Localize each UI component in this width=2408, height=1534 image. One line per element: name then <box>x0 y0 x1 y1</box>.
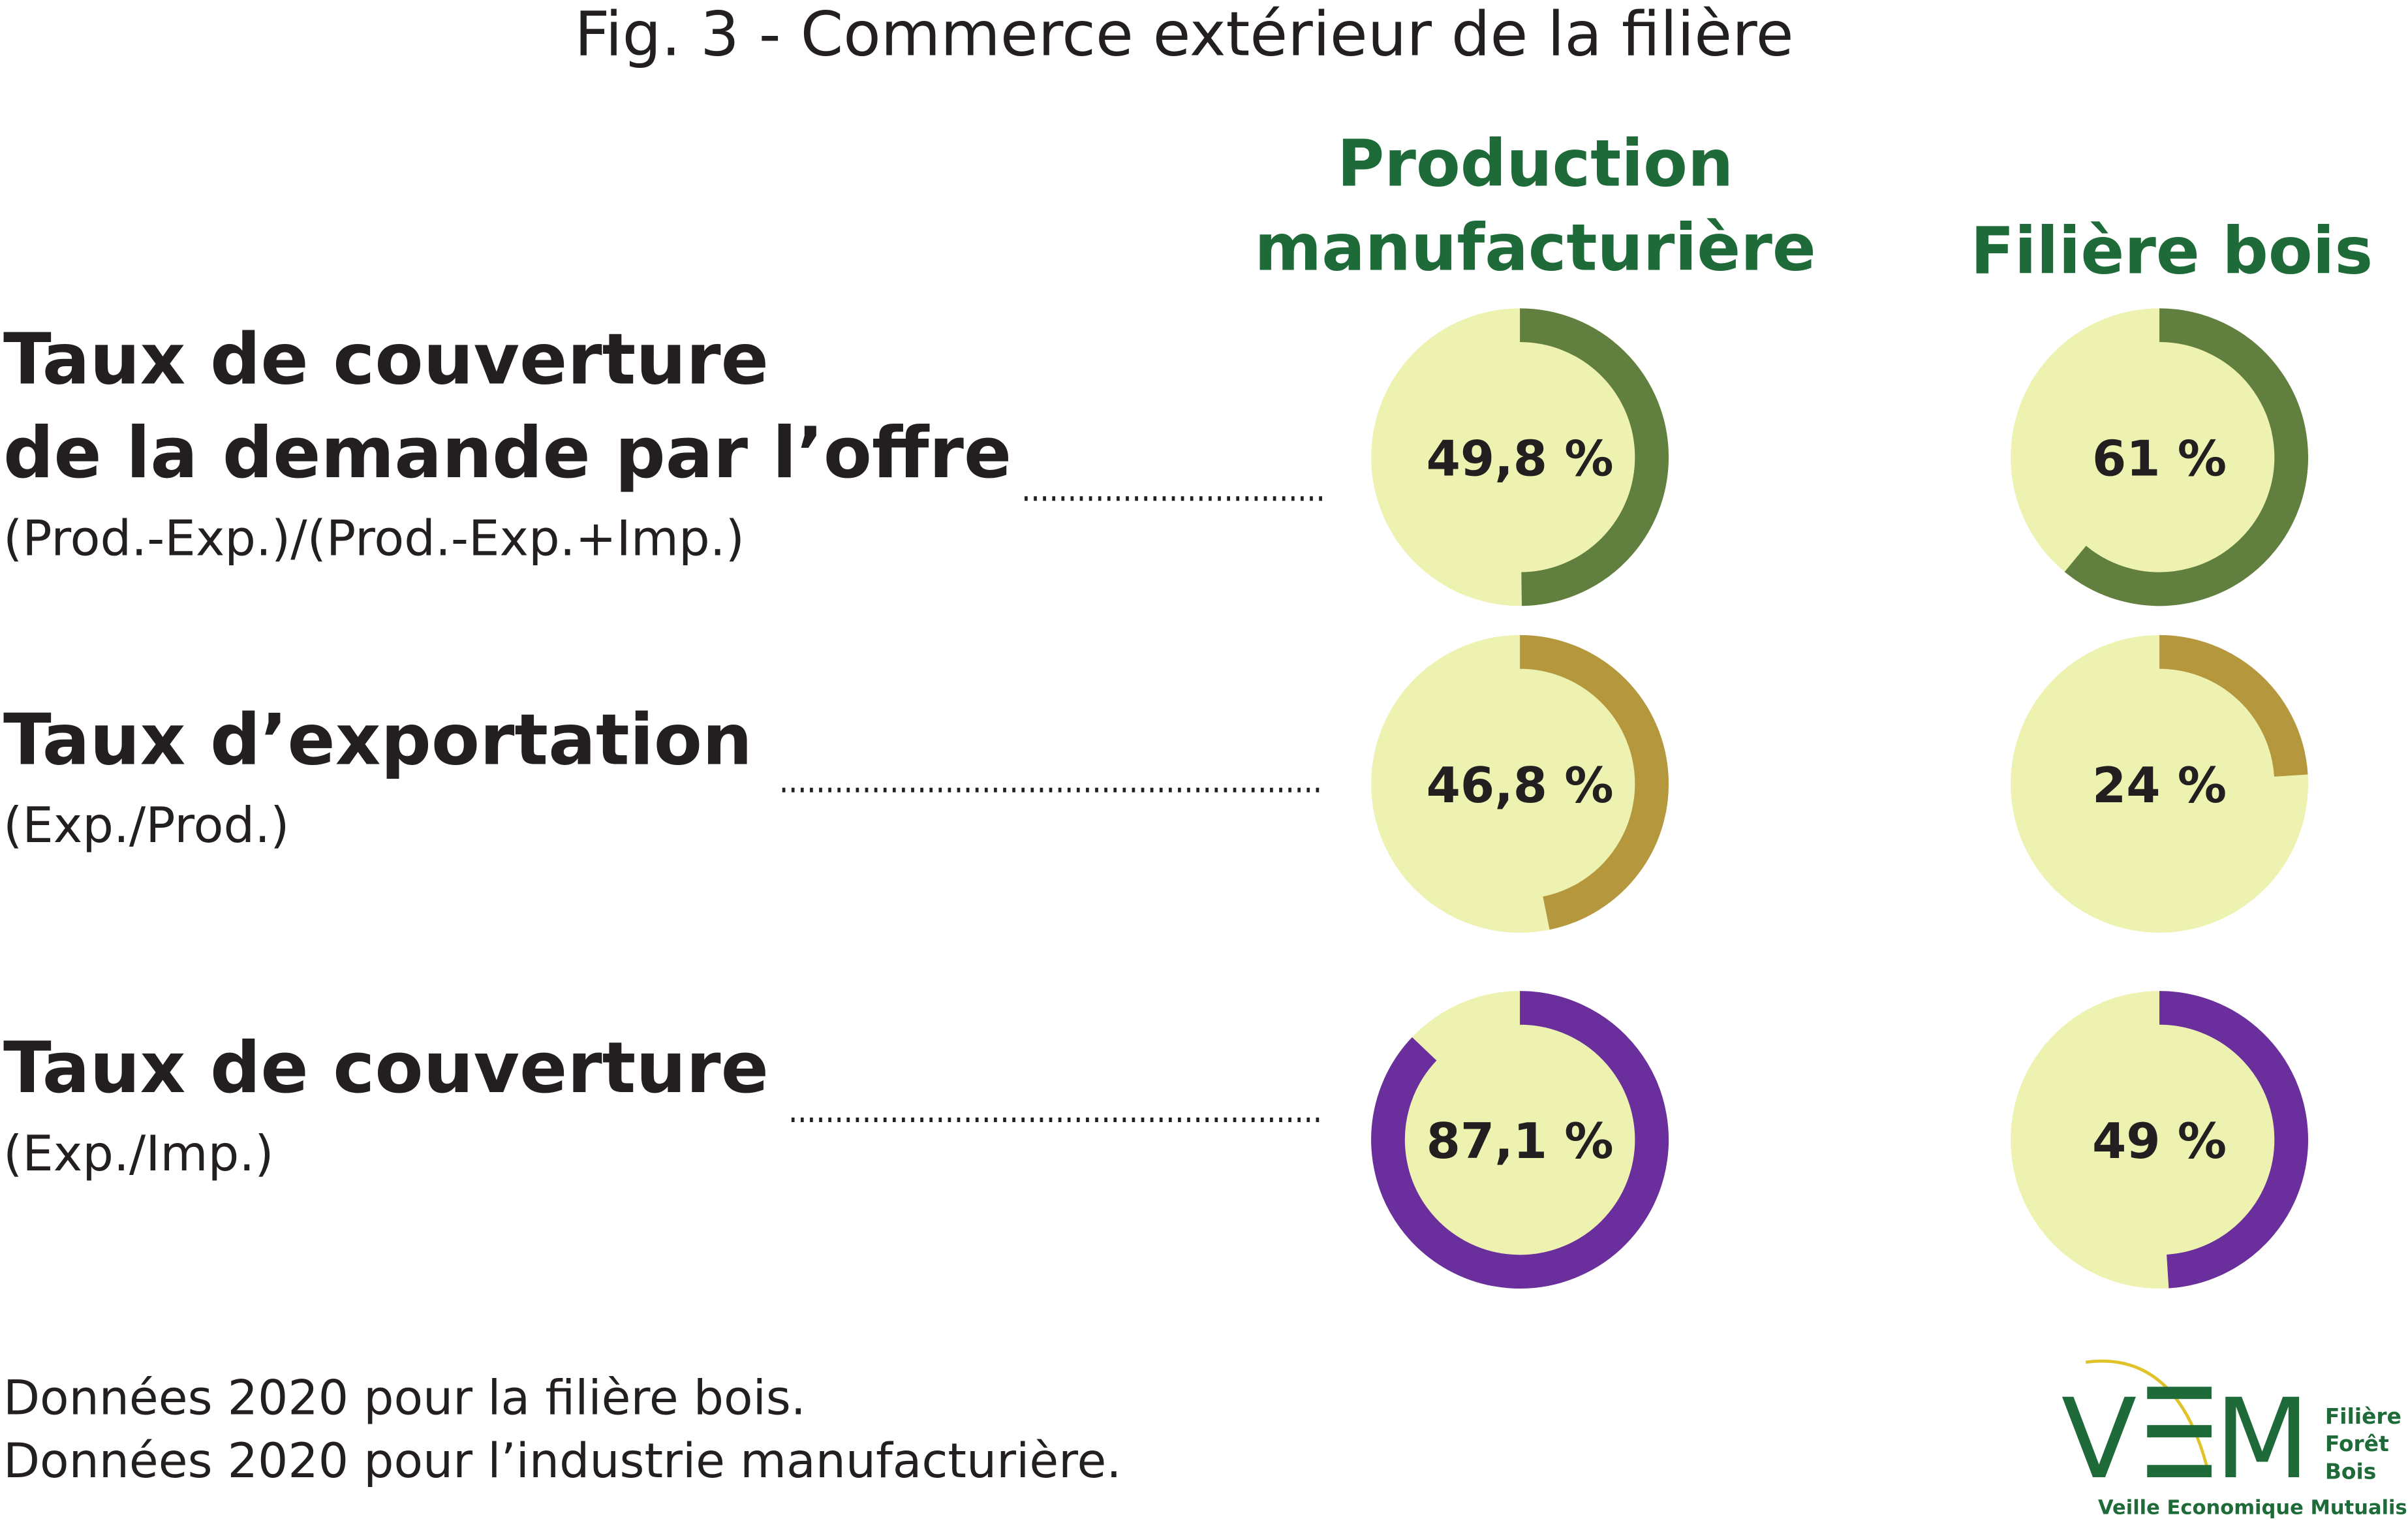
donut-track <box>2011 308 2308 606</box>
value-label: 87,1 % <box>1427 1112 1614 1170</box>
logo-letter: V <box>2061 1375 2137 1503</box>
donut-track <box>1371 634 1669 933</box>
logo: V M Filière Forêt Bois Veille Economique… <box>2061 1359 2408 1519</box>
logo-letter: M <box>2215 1375 2310 1503</box>
logo-bar <box>2147 1386 2212 1400</box>
logo-swoosh <box>2085 1359 2210 1473</box>
donut-arc <box>1519 308 1669 606</box>
value-label: 49,8 % <box>1427 430 1614 488</box>
donut-arc <box>1519 634 1669 930</box>
row-title: Taux d’exportation <box>3 699 752 781</box>
donut-arc <box>2064 308 2308 606</box>
column-header: Production manufacturière <box>1254 126 1815 285</box>
logo-text: Filière <box>2325 1403 2401 1429</box>
value-label: 61 % <box>2092 430 2227 488</box>
logo-tagline: Veille Economique Mutualisée <box>2098 1496 2408 1519</box>
row-title: Taux de couverture <box>3 1027 769 1109</box>
value-label: 46,8 % <box>1427 757 1614 814</box>
value-label: 24 % <box>2092 757 2227 814</box>
row-formula: (Prod.-Exp.)/(Prod.-Exp.+Imp.) <box>3 510 745 567</box>
logo-bar <box>2147 1425 2212 1437</box>
logo-text: Forêt <box>2325 1431 2389 1456</box>
column-header: Filière bois <box>1970 213 2373 289</box>
value-label: 49 % <box>2092 1112 2227 1170</box>
donut-arc <box>2159 634 2308 777</box>
row-title: Taux de couverture <box>3 319 769 401</box>
donut-arc <box>1371 991 1669 1289</box>
chart-title: Fig. 3 - Commerce extérieur de la filièr… <box>574 0 1793 70</box>
footnote: Données 2020 pour la filière bois. <box>3 1371 806 1426</box>
row-formula: (Exp./Prod.) <box>3 796 290 854</box>
donut-track <box>2011 634 2308 933</box>
row-formula: (Exp./Imp.) <box>3 1125 274 1182</box>
logo-text: Bois <box>2325 1458 2376 1484</box>
footnote: Données 2020 pour l’industrie manufactur… <box>3 1433 1122 1489</box>
logo-bar <box>2147 1465 2212 1478</box>
donut-track <box>2011 991 2308 1289</box>
donut-track <box>1371 308 1669 606</box>
row-title: de la demande par l’offre <box>3 413 1011 494</box>
donut-track <box>1371 991 1669 1289</box>
donut-arc <box>2159 991 2308 1289</box>
